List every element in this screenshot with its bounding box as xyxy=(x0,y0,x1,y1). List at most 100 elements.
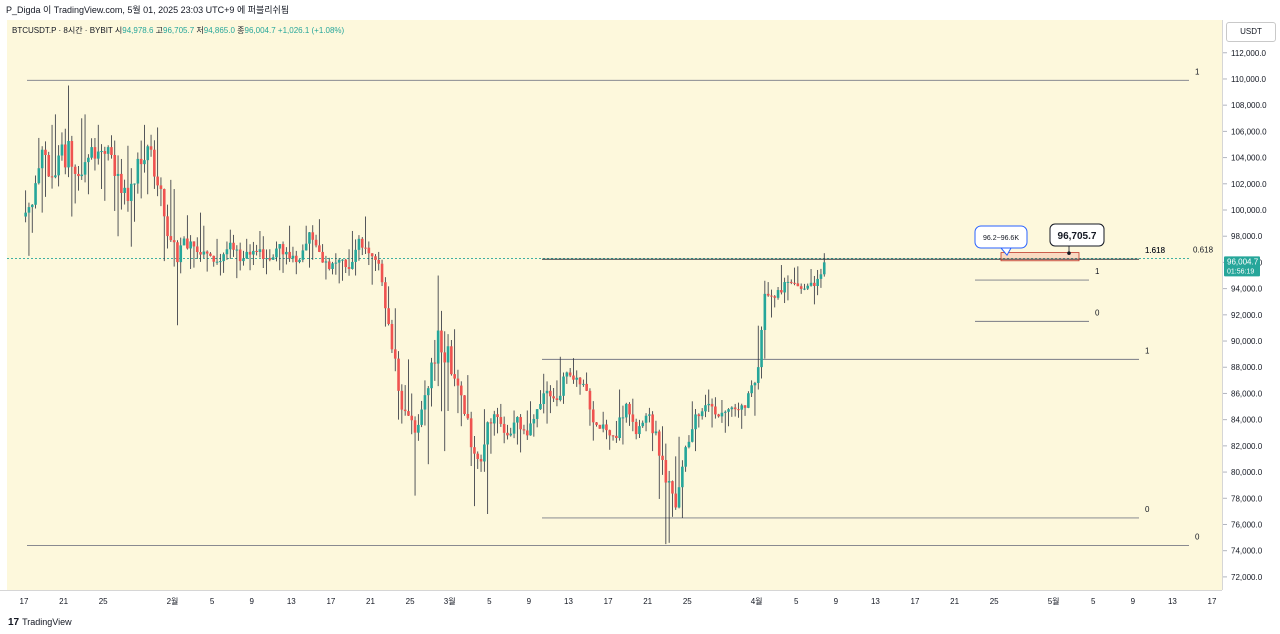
candle xyxy=(205,250,209,272)
current-price-badge xyxy=(1224,256,1260,277)
legend-close-label: 종 xyxy=(237,26,245,35)
candle xyxy=(700,408,704,420)
candle xyxy=(331,261,334,275)
time-tick-label: 21 xyxy=(59,597,68,606)
candle xyxy=(364,216,367,255)
candle xyxy=(57,145,60,187)
legend-symbol: BTCUSDT.P · 8시간 · BYBIT xyxy=(12,26,113,35)
candle xyxy=(156,127,159,197)
candle xyxy=(271,254,275,260)
price-tick-label: 100,000.0 xyxy=(1231,206,1267,215)
high-price-label: 96,705.7 xyxy=(1058,231,1097,242)
candle xyxy=(278,244,282,271)
time-tick-label: 13 xyxy=(287,597,296,606)
time-tick-label: 5 xyxy=(794,597,799,606)
candle xyxy=(714,397,717,419)
candle xyxy=(819,268,823,288)
candle xyxy=(189,235,192,269)
candle xyxy=(661,426,664,475)
price-tick-label: 112,000.0 xyxy=(1231,49,1267,58)
candle xyxy=(654,420,658,436)
candle xyxy=(710,398,714,428)
candle xyxy=(628,402,631,426)
candle xyxy=(255,244,258,256)
legend-high-label: 고 xyxy=(155,26,164,35)
time-tick-label: 17 xyxy=(326,597,335,606)
candle xyxy=(179,237,183,274)
candle xyxy=(575,370,579,387)
candle xyxy=(436,275,440,387)
candle xyxy=(410,393,414,435)
symbol-legend: BTCUSDT.P · 8시간 · BYBIT 시94,978.6 고96,70… xyxy=(12,25,344,36)
candle xyxy=(129,168,133,247)
candle xyxy=(143,124,146,173)
candle xyxy=(222,252,225,273)
candle xyxy=(298,259,301,264)
candle xyxy=(133,183,136,222)
candle xyxy=(261,236,265,269)
candle xyxy=(549,385,552,414)
price-scale-svg[interactable]: 72,000.0 74,000.0 76,000.0 78,000.0 80,000.0… xyxy=(1223,20,1280,590)
candle-countdown-label: 01:56:19 xyxy=(1227,268,1254,275)
candle xyxy=(120,158,123,210)
candle xyxy=(806,283,810,290)
candle xyxy=(110,135,113,159)
time-tick-label: 9 xyxy=(834,597,839,606)
candle xyxy=(591,401,595,441)
candle xyxy=(34,175,37,209)
candle xyxy=(532,414,536,437)
candle xyxy=(664,443,668,545)
candle xyxy=(618,389,621,441)
candle xyxy=(813,275,816,305)
candle xyxy=(417,414,420,441)
candle xyxy=(605,419,608,440)
candle xyxy=(225,241,229,260)
time-scale[interactable]: 17 21 25 2월 5 9 13 17 21 25 3월 5 9 13 17 21 25 4월 5 9 13 17 21… xyxy=(0,590,1222,613)
candle xyxy=(770,289,773,318)
candle xyxy=(621,405,625,445)
candle xyxy=(337,258,341,284)
candle xyxy=(275,241,278,262)
candle xyxy=(90,138,93,160)
price-tick-label: 88,000.0 xyxy=(1231,363,1263,372)
candle xyxy=(113,140,117,211)
candle xyxy=(492,410,496,436)
tradingview-logo[interactable]: 17 TradingView xyxy=(8,617,72,628)
legend-change: +1,026.1 (+1.08%) xyxy=(277,26,345,35)
publish-credit: P_Digda 이 TradingView.com, 5월 01, 2025 2… xyxy=(6,5,290,15)
candle xyxy=(321,244,324,263)
candle xyxy=(776,286,780,300)
candle xyxy=(374,254,377,271)
time-tick-label: 5 xyxy=(487,597,492,606)
candle xyxy=(149,134,153,157)
candle xyxy=(377,251,381,271)
chart-area[interactable]: 1 0.618 0 1.618 1 0 1 0 1.618 96.2~96.6K 96,705.7 xyxy=(7,20,1222,590)
candle xyxy=(73,164,77,204)
time-tick-label: 9 xyxy=(527,597,532,606)
legend-high-value: 96,705.7 xyxy=(163,26,195,35)
candle xyxy=(159,177,163,207)
candle xyxy=(67,85,70,178)
price-scale[interactable]: 72,000.0 74,000.0 76,000.0 78,000.0 80,000.0… xyxy=(1222,20,1280,590)
candle xyxy=(162,188,166,262)
level-label: 0 xyxy=(1145,505,1150,514)
candle xyxy=(519,414,522,453)
price-tick-label: 98,000.0 xyxy=(1231,232,1263,241)
candles-layer xyxy=(24,85,826,545)
candle xyxy=(37,137,41,185)
candle xyxy=(169,179,173,242)
time-scale-svg[interactable]: 17 21 25 2월 5 9 13 17 21 25 3월 5 9 13 17 21 25 4월 5 9 13 17 21… xyxy=(0,591,1222,613)
candle xyxy=(209,252,212,257)
candle xyxy=(822,253,826,277)
candle xyxy=(27,202,31,256)
price-tick-label: 86,000.0 xyxy=(1231,389,1263,398)
level-label: 1.618 xyxy=(1145,246,1166,255)
currency-badge[interactable]: USDT xyxy=(1226,22,1276,42)
price-tick-label: 106,000.0 xyxy=(1231,127,1267,136)
level-label: 0.618 xyxy=(1193,245,1214,254)
candle xyxy=(413,416,417,496)
price-tick-label: 74,000.0 xyxy=(1231,547,1263,556)
resistance-zone xyxy=(1000,252,1080,262)
candle xyxy=(568,367,572,378)
